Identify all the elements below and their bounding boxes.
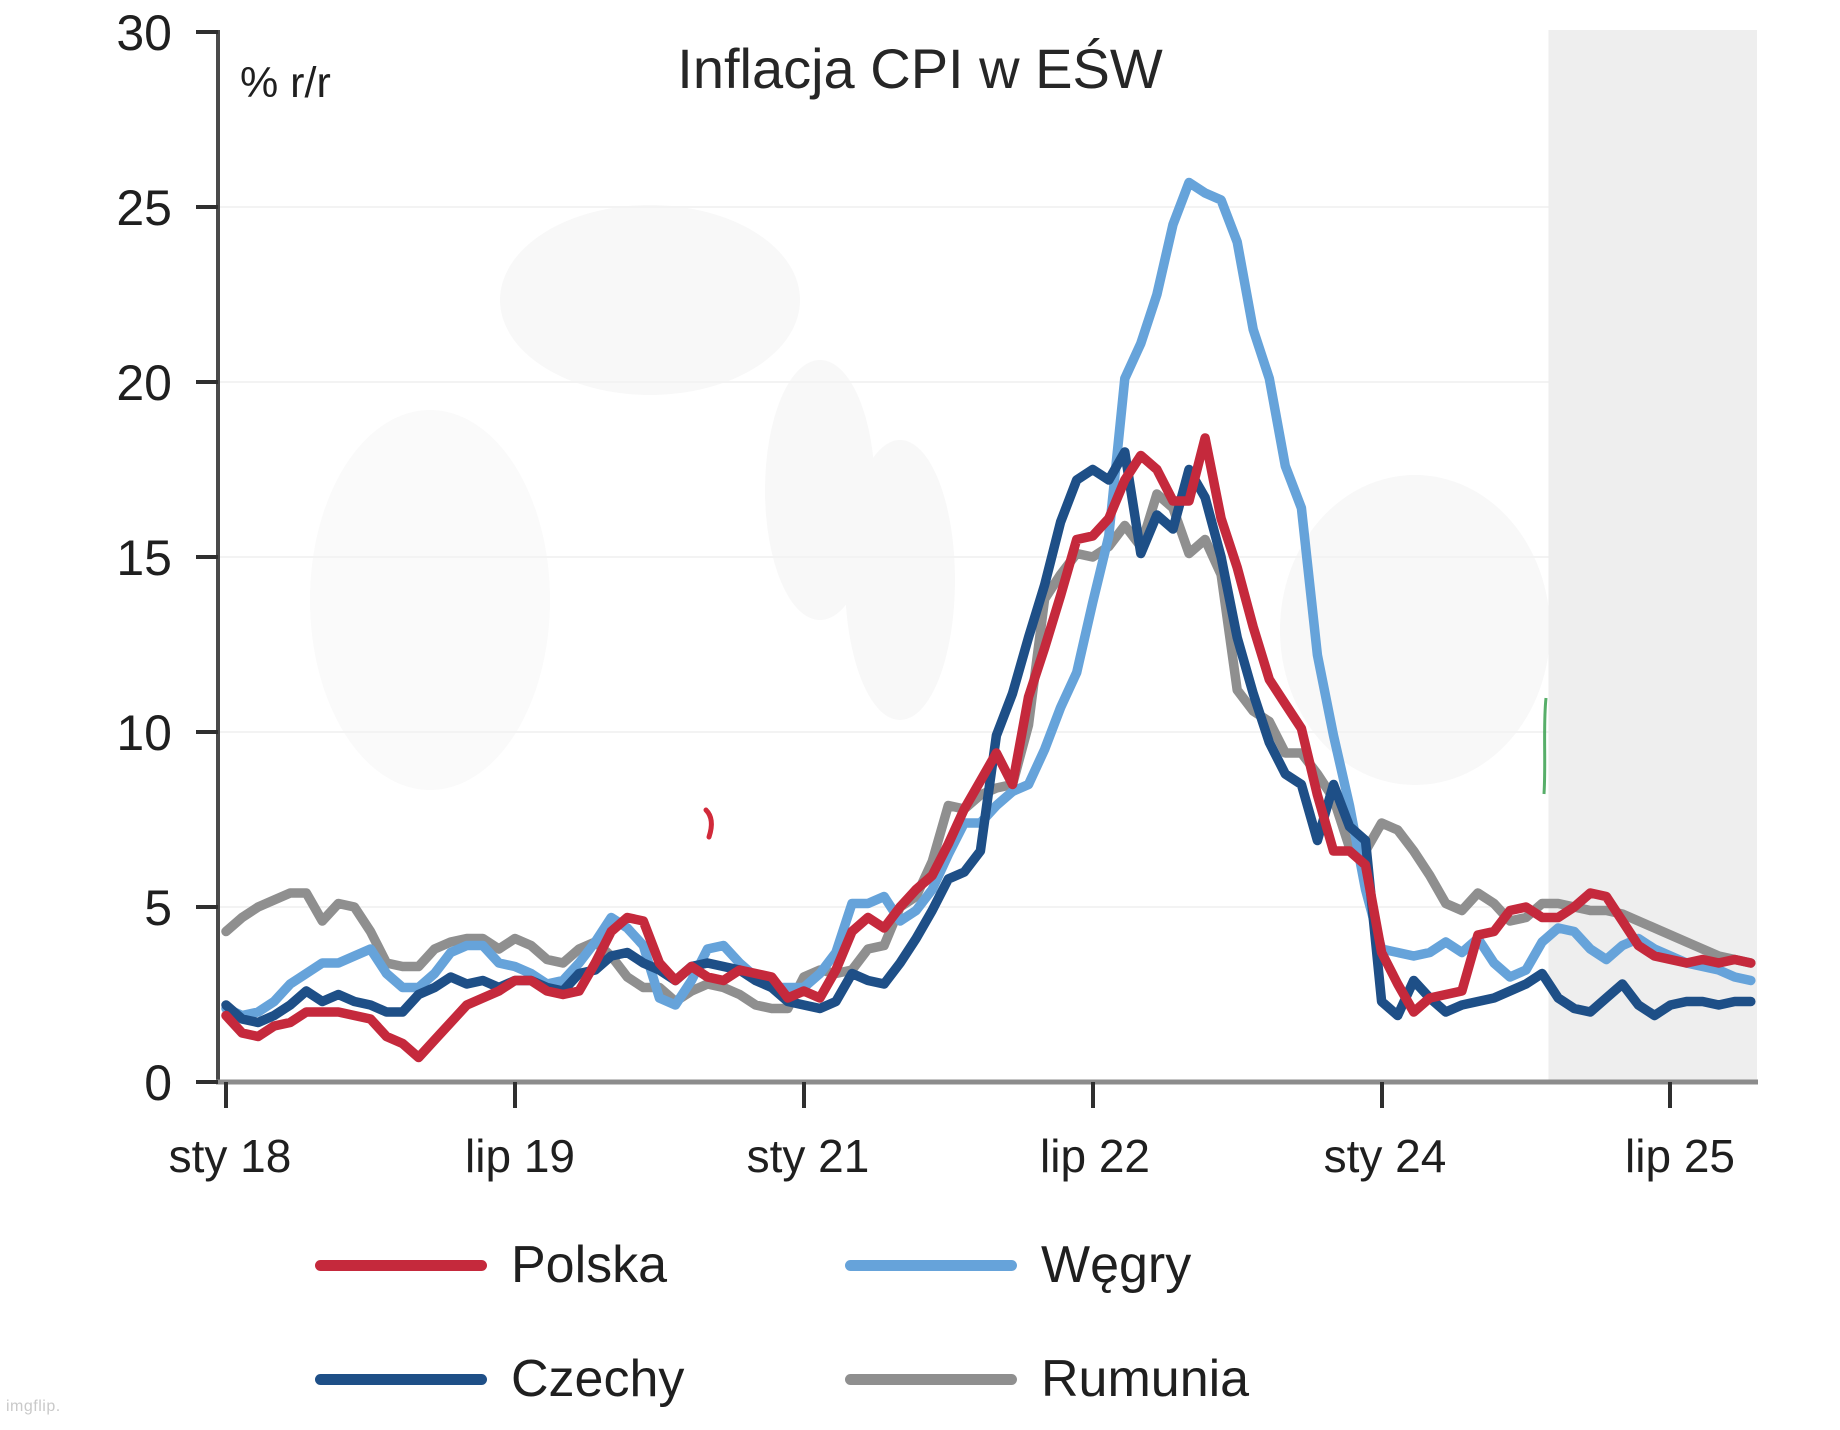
x-tick-label: lip 25	[1625, 1130, 1735, 1182]
legend-item-wegry: Węgry	[845, 1233, 1191, 1297]
series-lines	[221, 177, 1756, 1063]
series-line-polska	[221, 433, 1756, 1063]
legend-label-rumunia: Rumunia	[1041, 1350, 1250, 1408]
imgflip-watermark: imgflip.	[6, 1398, 61, 1415]
y-tick-label: 5	[144, 880, 172, 936]
legend-label-wegry: Węgry	[1041, 1236, 1192, 1294]
legend-label-czechy: Czechy	[511, 1350, 685, 1408]
y-tick-label: 30	[116, 5, 172, 61]
czechy-line-swatch	[315, 1373, 487, 1385]
green-stray-mark	[1542, 697, 1548, 795]
y-tick-label: 25	[116, 180, 172, 236]
legend-label-polska: Polska	[511, 1236, 668, 1294]
x-tick-label: sty 18	[169, 1130, 292, 1182]
series-line-czechy	[221, 447, 1756, 1028]
stray-marks	[703, 697, 1548, 840]
x-tick-label: lip 22	[1040, 1130, 1150, 1182]
y-tick-label: 0	[144, 1055, 172, 1111]
x-tick-label: lip 19	[465, 1130, 575, 1182]
x-tick-labels: sty 18 lip 19 sty 21 lip 22 sty 24 lip 2…	[169, 1130, 1735, 1182]
y-tick-label: 20	[116, 355, 172, 411]
y-ticks	[196, 30, 218, 1084]
y-tick-label: 10	[116, 705, 172, 761]
y-tick-label: 15	[116, 530, 172, 586]
x-tick-label: sty 24	[1324, 1130, 1447, 1182]
wegry-line-swatch	[845, 1259, 1017, 1271]
x-tick-label: sty 21	[747, 1130, 870, 1182]
x-ticks	[224, 1082, 1672, 1108]
legend-item-czechy: Czechy	[315, 1347, 684, 1411]
red-stray-mark	[703, 807, 714, 840]
background-artifacts	[310, 205, 1550, 790]
chart-title: Inflacja CPI w EŚW	[677, 37, 1163, 100]
legend-item-rumunia: Rumunia	[845, 1347, 1249, 1411]
rumunia-line-swatch	[845, 1373, 1017, 1385]
polska-line-swatch	[315, 1259, 487, 1271]
legend-item-polska: Polska	[315, 1233, 667, 1297]
y-tick-labels: 0 5 10 15 20 25 30	[116, 5, 172, 1111]
y-axis-unit-label: % r/r	[240, 59, 331, 107]
